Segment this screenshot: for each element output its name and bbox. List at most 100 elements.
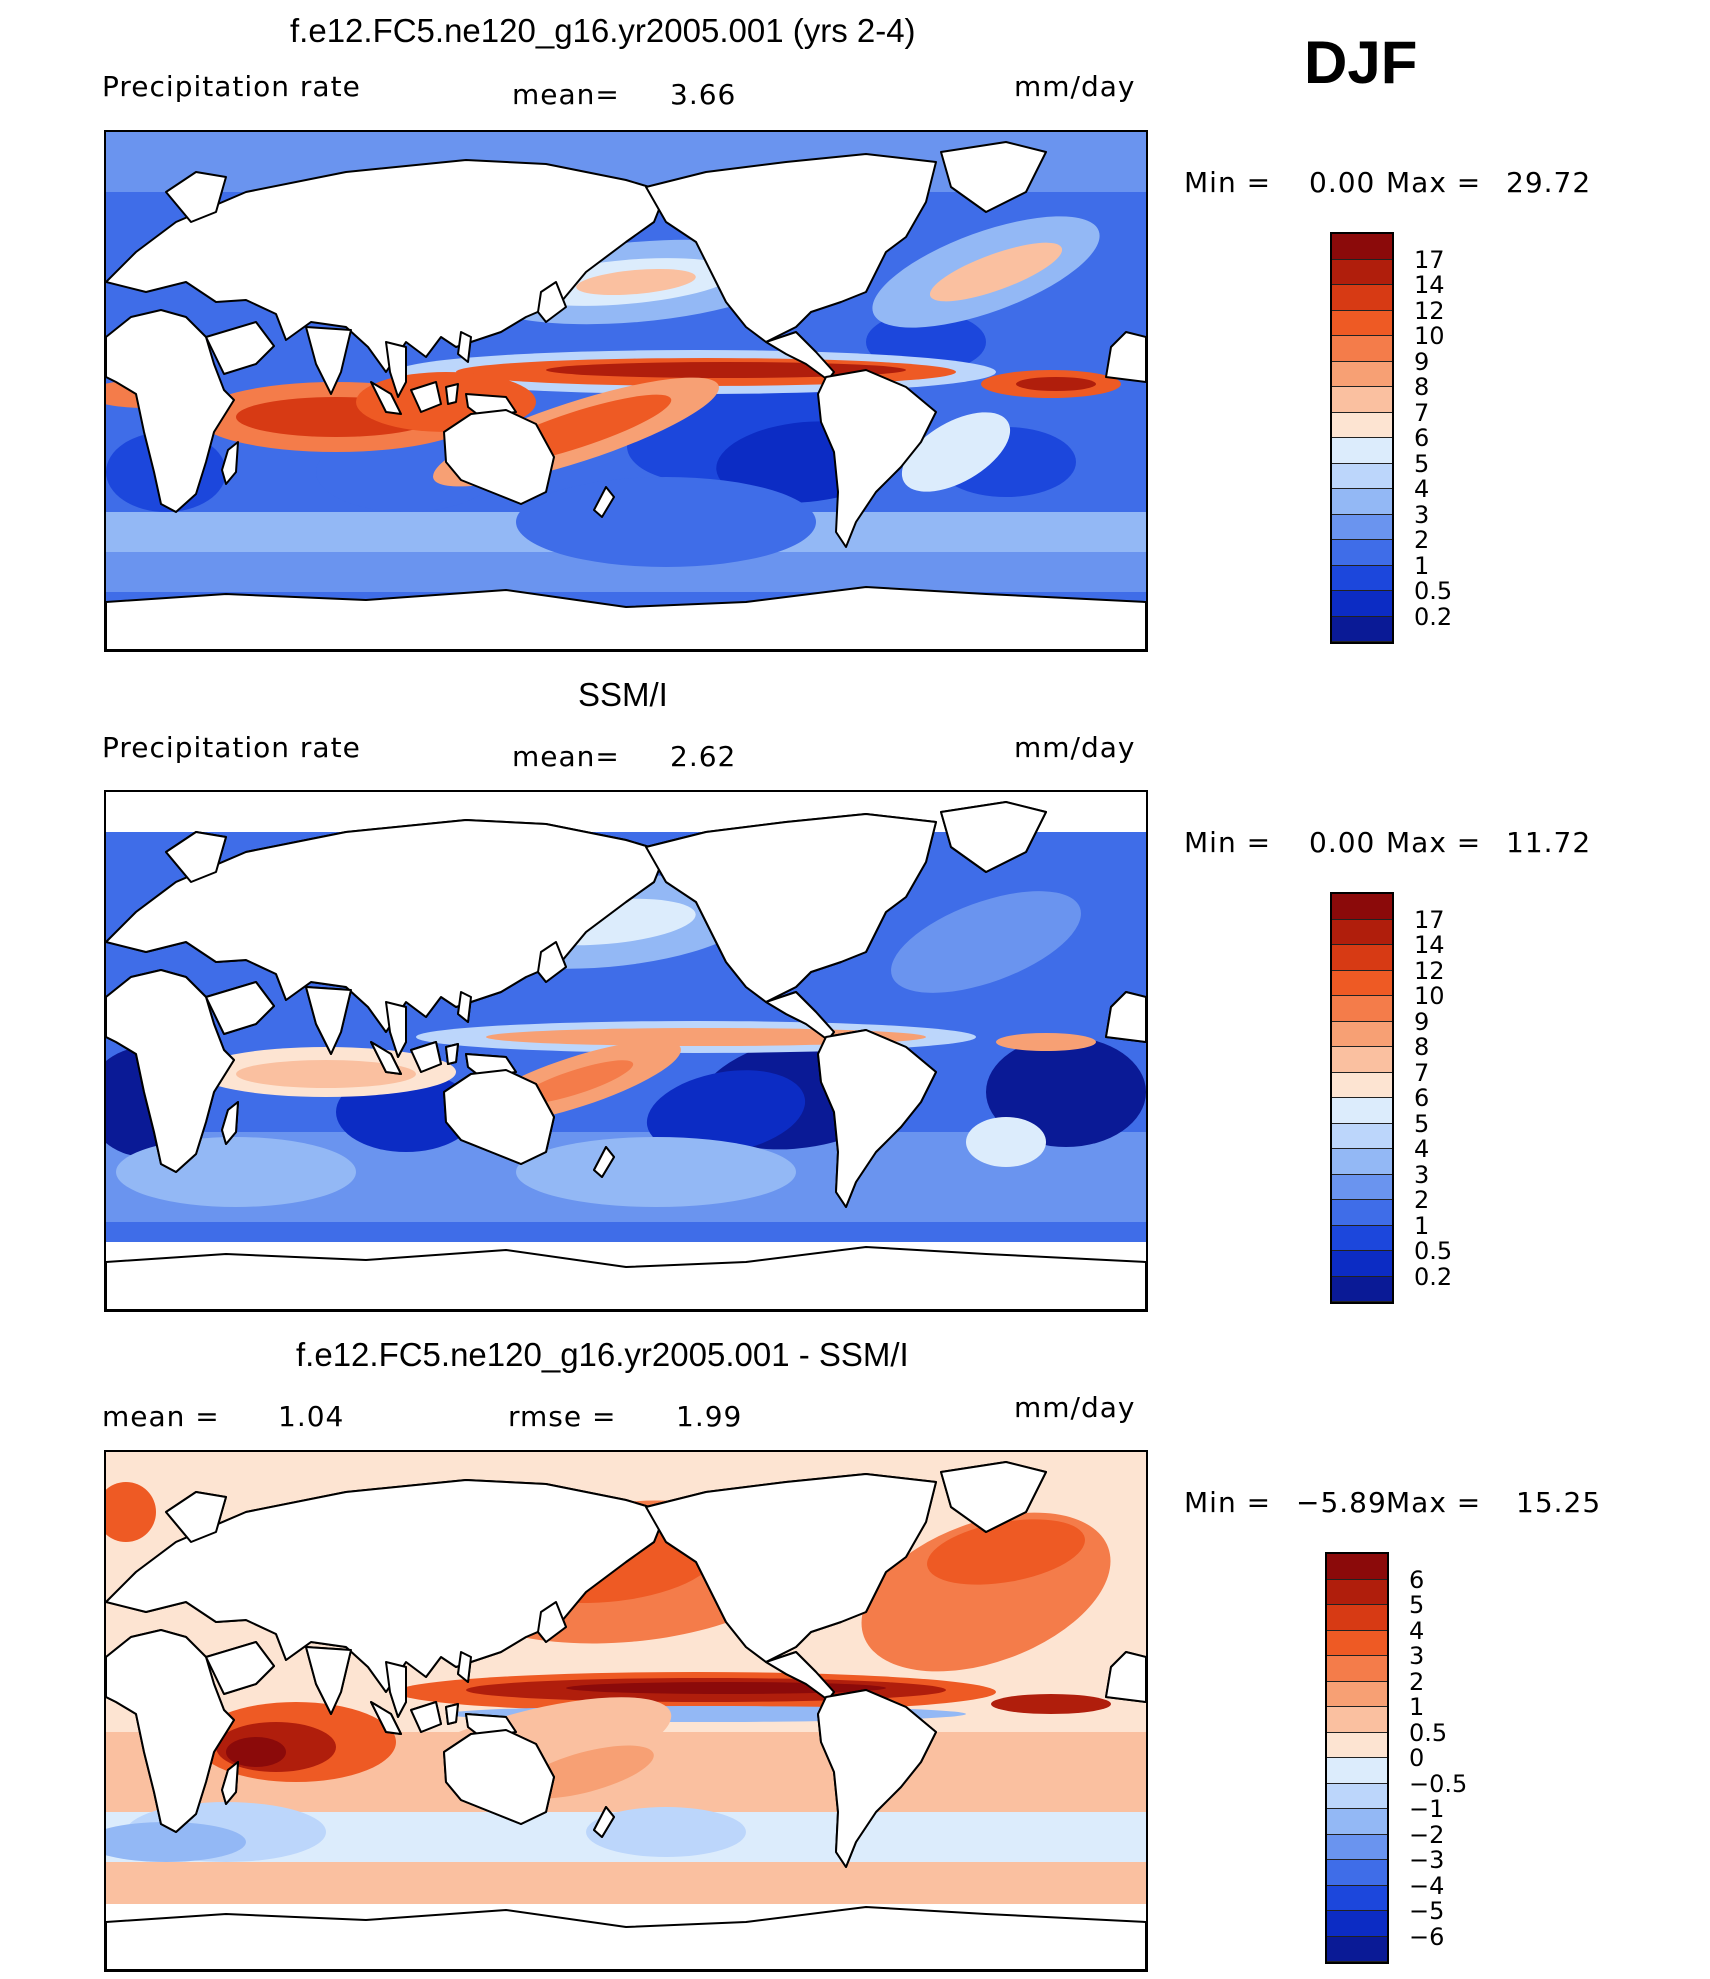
coastline (445, 1703, 459, 1725)
colorbar-segment (1327, 1656, 1387, 1682)
colorbar-segment (1327, 1630, 1387, 1656)
panel3-min-value: −5.89 (1296, 1486, 1387, 1519)
colorbar-segment (1332, 919, 1392, 945)
coastline (1105, 331, 1146, 383)
colorbar-segment (1327, 1554, 1387, 1580)
coastline (593, 1806, 615, 1838)
colorbar-tick-label: 7 (1414, 1058, 1430, 1087)
coastline (457, 1651, 472, 1683)
colorbar-segment (1332, 387, 1392, 413)
coastline (1105, 1651, 1146, 1703)
panel1-map (104, 130, 1148, 652)
colorbar-segment (1332, 1225, 1392, 1251)
coastline (443, 409, 555, 505)
coastline (385, 1001, 407, 1058)
coastline (410, 381, 442, 413)
coastline (443, 1729, 555, 1825)
colorbar-segment (1327, 1911, 1387, 1937)
field-blob (966, 1117, 1046, 1167)
field-blob (986, 1037, 1146, 1147)
colorbar-tick-label: 0.2 (1414, 602, 1453, 631)
coastline (106, 1906, 1146, 1970)
colorbar-segment (1332, 1021, 1392, 1047)
coastline (106, 1479, 667, 1693)
field-band (106, 1862, 1146, 1912)
colorbar-tick-label: 10 (1414, 982, 1445, 1010)
colorbar-segment (1332, 565, 1392, 591)
colorbar-segment (1327, 1860, 1387, 1886)
panel2-colorbar (1330, 892, 1394, 1304)
colorbar-segment (1332, 894, 1392, 920)
field-blob (576, 268, 696, 296)
field-blob (516, 477, 816, 567)
colorbar-segment (1332, 259, 1392, 285)
field-blob (236, 1060, 416, 1088)
colorbar-tick-label: 4 (1414, 475, 1430, 503)
colorbar-segment (1332, 1174, 1392, 1200)
colorbar-segment (1332, 310, 1392, 336)
field-blob (891, 891, 1081, 993)
panel2-title: SSM/I (578, 676, 668, 713)
coastline (106, 1246, 1146, 1310)
coastline (305, 326, 352, 395)
panel2-units: mm/day (1014, 731, 1136, 764)
panel1-precip-field (106, 132, 1146, 650)
coastline (385, 1661, 407, 1718)
colorbar-segment (1332, 1123, 1392, 1149)
coastline (940, 141, 1047, 213)
coastline (165, 171, 227, 223)
panel3-units: mm/day (1014, 1391, 1136, 1424)
coastline (593, 486, 615, 518)
colorbar-tick-label: 17 (1414, 245, 1445, 274)
season-label: DJF (1304, 29, 1418, 96)
panel2-min-value: 0.00 (1309, 826, 1376, 859)
panel3-title: f.e12.FC5.ne120_g16.yr2005.001 - SSM/I (296, 1336, 909, 1373)
panel3-rmse-value: 1.99 (676, 1400, 743, 1433)
field-blob (991, 1694, 1111, 1714)
panel2-precip-field (106, 792, 1146, 1310)
colorbar-tick-label: −4 (1409, 1871, 1445, 1900)
colorbar-segment (1332, 1200, 1392, 1226)
panel3-max-label: Max = (1386, 1486, 1482, 1519)
coastline (410, 1701, 442, 1733)
coastline (106, 1629, 235, 1833)
coastline (645, 813, 937, 1003)
field-blob (566, 1682, 886, 1694)
coastline (385, 341, 407, 398)
field-blob (106, 1482, 156, 1542)
colorbar-tick-label: 5 (1414, 449, 1430, 478)
colorbar-tick-label: 1 (1414, 1211, 1430, 1240)
coastline (221, 1761, 239, 1805)
colorbar-segment (1327, 1681, 1387, 1707)
colorbar-segment (1332, 1149, 1392, 1175)
colorbar-tick-label: 8 (1414, 373, 1430, 401)
panel1-mean-value: 3.66 (670, 78, 737, 111)
field-blob (1016, 377, 1096, 391)
panel1-title: f.e12.FC5.ne120_g16.yr2005.001 (yrs 2-4) (290, 12, 916, 49)
panel3-min-label: Min = (1184, 1486, 1272, 1519)
panel3-rmse-label: rmse = (508, 1400, 617, 1433)
coastline (537, 281, 567, 323)
panel1-max-value: 29.72 (1506, 166, 1592, 199)
panel3-max-value: 15.25 (1516, 1486, 1602, 1519)
field-blob (927, 1519, 1085, 1585)
colorbar-tick-label: 12 (1414, 956, 1445, 985)
coastline (817, 1029, 937, 1208)
panel1-min-value: 0.00 (1309, 166, 1376, 199)
field-blob (901, 412, 1011, 492)
field-blob (996, 1033, 1096, 1051)
colorbar-tick-label: 17 (1414, 905, 1445, 934)
coastline (106, 819, 667, 1033)
colorbar-segment (1327, 1707, 1387, 1733)
panel1-colorbar (1330, 232, 1394, 644)
coastline (221, 1101, 239, 1145)
panel1-min-label: Min = (1184, 166, 1272, 199)
colorbar-tick-label: 14 (1414, 271, 1445, 299)
colorbar-tick-label: 9 (1414, 1007, 1430, 1036)
colorbar-segment (1327, 1605, 1387, 1631)
colorbar-segment (1332, 996, 1392, 1022)
colorbar-segment (1332, 1276, 1392, 1302)
colorbar-tick-label: 3 (1414, 1160, 1430, 1189)
colorbar-tick-label: 3 (1409, 1642, 1425, 1670)
colorbar-segment (1332, 514, 1392, 540)
